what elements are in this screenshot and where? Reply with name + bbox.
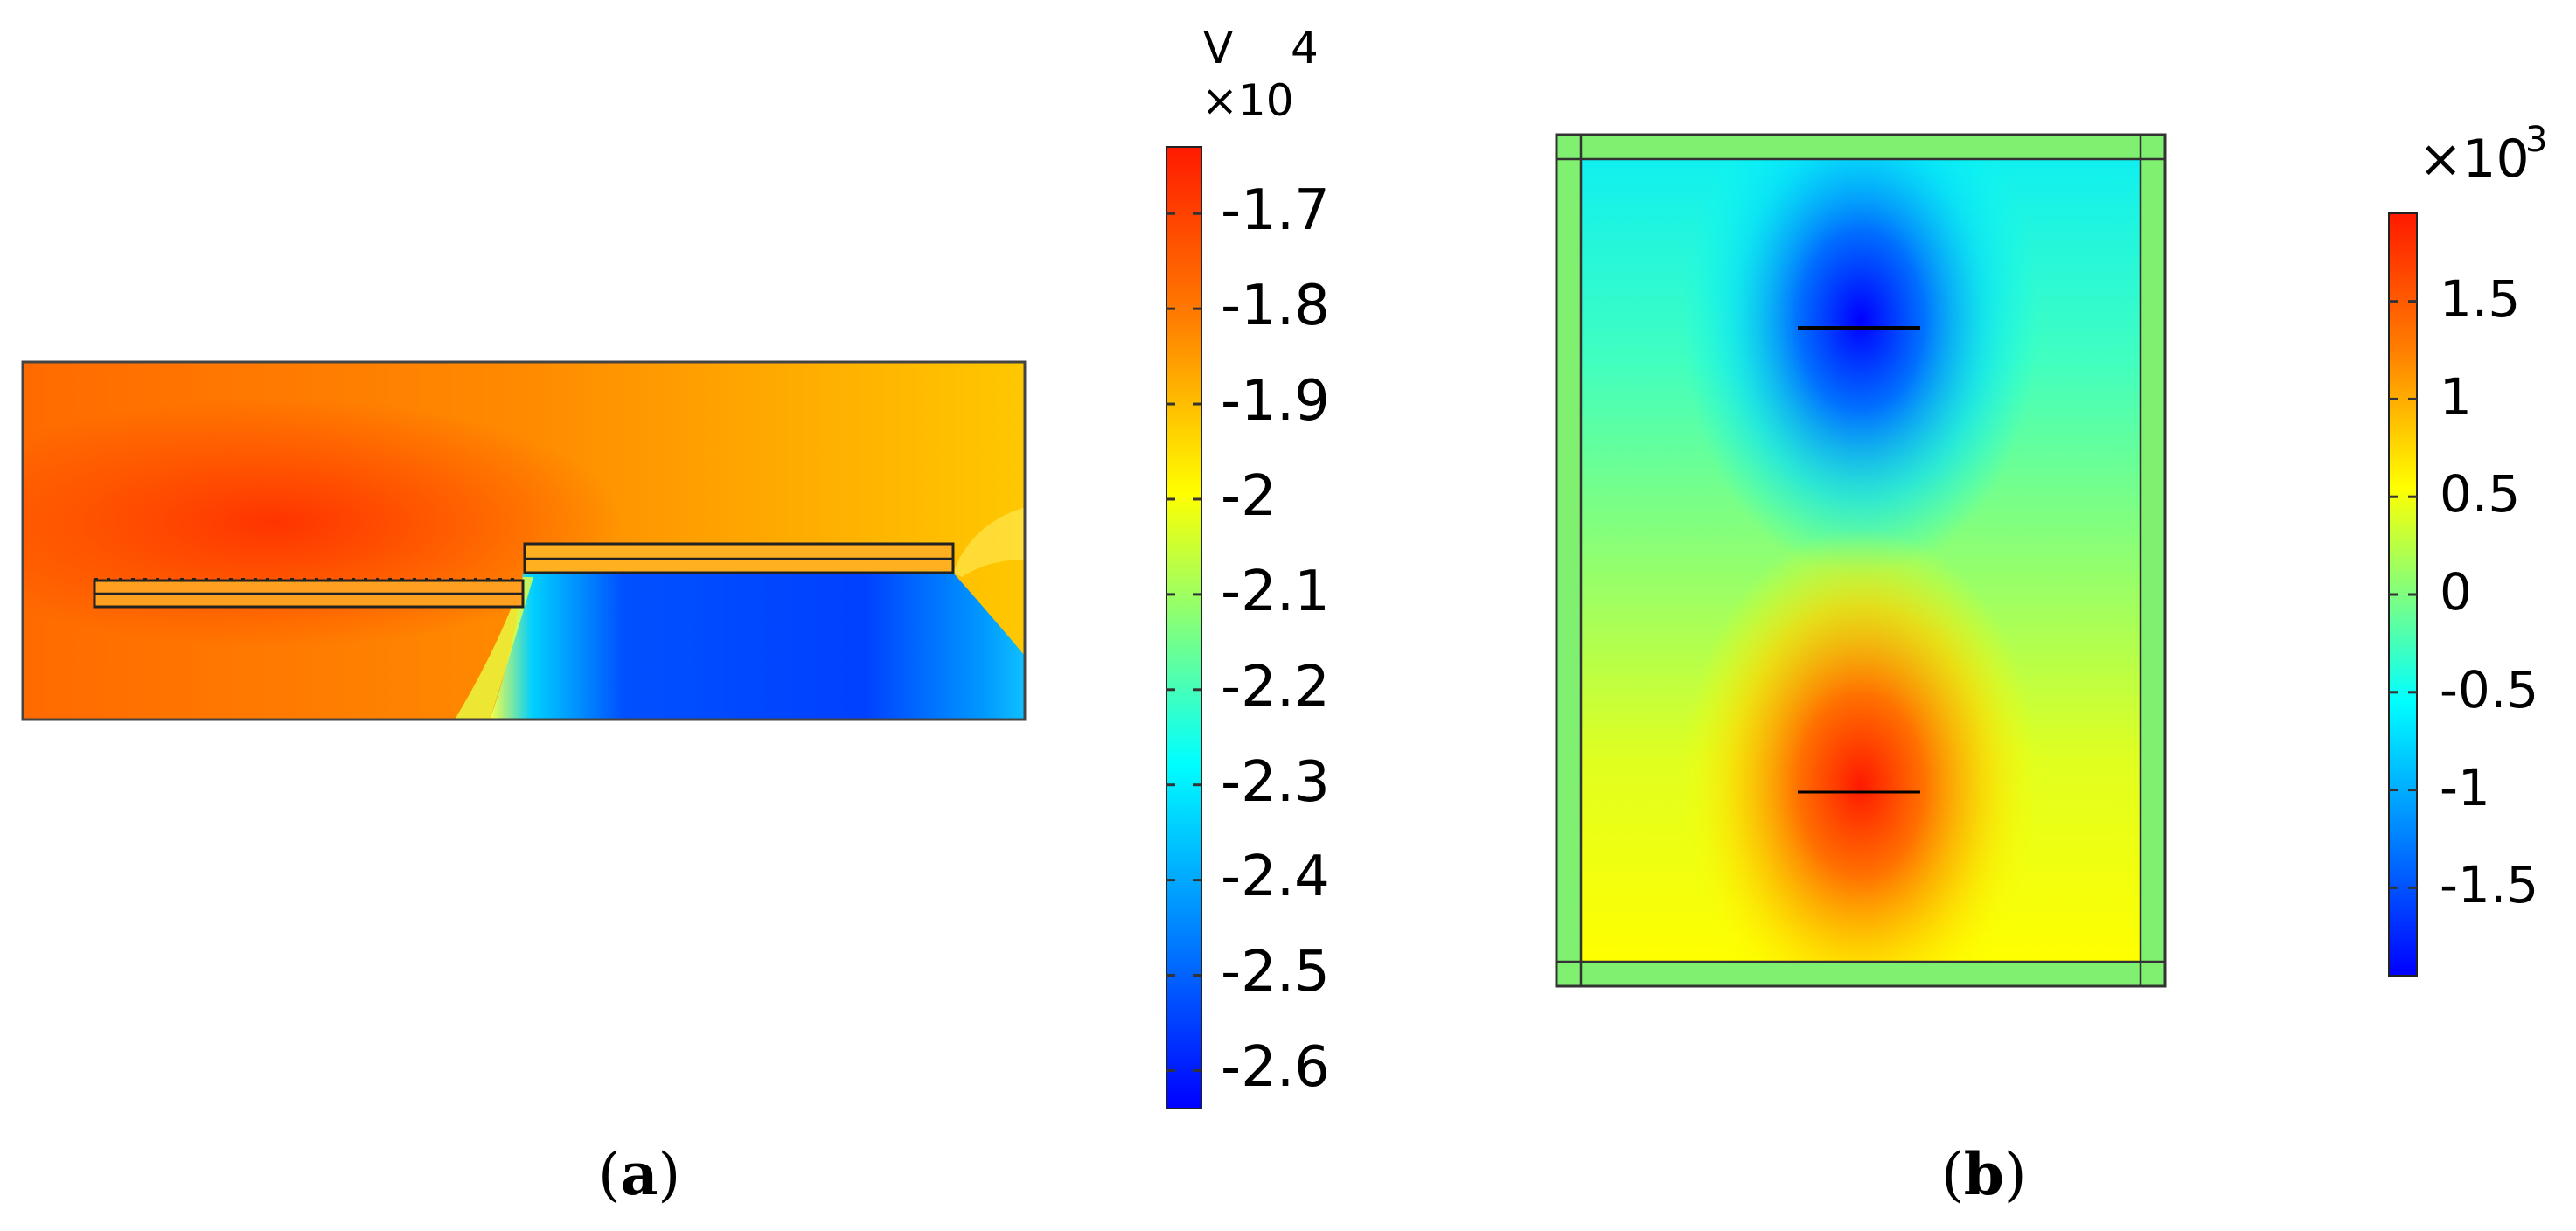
colorbar-a-tick-label: -2.3 [1221,749,1330,815]
colorbar-a-tick-label: -2.5 [1221,940,1330,1005]
caption-b: (b) [1941,1140,2027,1208]
colorbar-a-unit: V [1203,23,1234,73]
colorbar-a-tick-label: -1.9 [1221,368,1330,434]
colorbar-a-exponent: 4 [1291,23,1319,73]
left-electrode [93,578,525,609]
colorbar-a-tick-label: -2.6 [1221,1035,1330,1101]
colorbar-b-multiplier: ×10 [2419,129,2530,190]
colorbar-b-tick-label: 1.5 [2440,268,2521,329]
colorbar-a-tick-label: -2.1 [1221,559,1330,624]
colorbar-a-tick-label: -1.7 [1221,178,1330,244]
colorbar-b-tick-label: -1 [2440,757,2490,817]
panel-b-field-plot [1555,133,2167,988]
colorbar-a-tick-label: -1.8 [1221,273,1330,338]
colorbar-a-multiplier: ×10 [1201,75,1294,126]
colorbar-b-tick-label: -0.5 [2440,659,2539,720]
colorbar-b-tick-label: -1.5 [2440,855,2539,915]
panel-a-colorbar [1166,146,1202,1109]
panel-b-colorbar [2388,212,2418,977]
colorbar-a-tick-label: -2 [1221,463,1277,529]
caption-a: (a) [598,1140,681,1208]
panel-a-field-plot [21,360,1027,721]
colorbar-b-tick-label: 1 [2440,366,2472,427]
colorbar-b-tick-label: 0 [2440,562,2472,622]
colorbar-b-exponent: 3 [2525,120,2548,160]
colorbar-a-tick-label: -2.4 [1221,845,1330,910]
right-electrode [523,542,955,574]
colorbar-a-tick-label: -2.2 [1221,654,1330,720]
colorbar-b-tick-label: 0.5 [2440,464,2521,525]
